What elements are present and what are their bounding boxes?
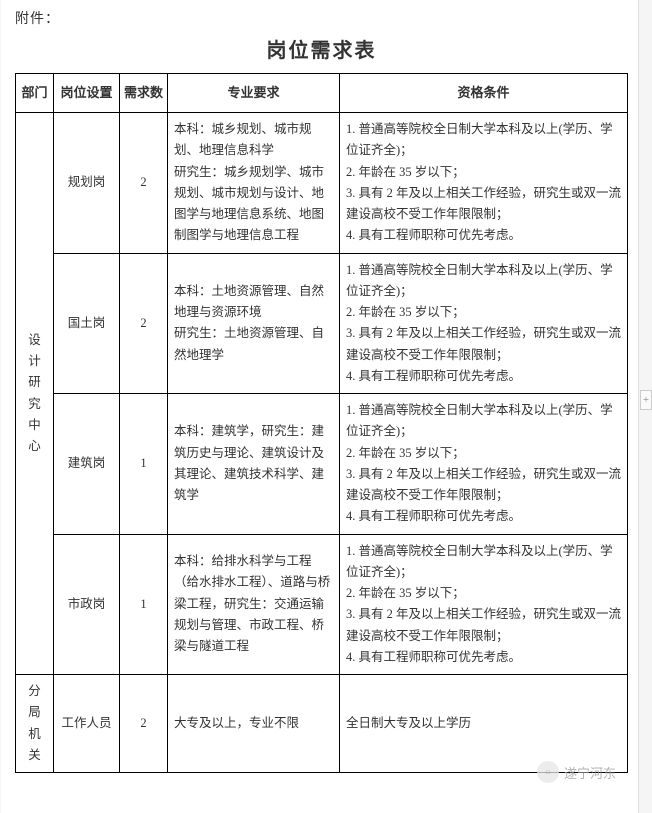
table-header-row: 部门 岗位设置 需求数 专业要求 资格条件 bbox=[16, 74, 628, 113]
cell-position: 国土岗 bbox=[54, 253, 120, 394]
attachment-label: 附件： bbox=[15, 8, 628, 28]
cell-major: 本科：土地资源管理、自然地理与资源环境研究生：土地资源管理、自然地理学 bbox=[168, 253, 340, 394]
table-body: 设计研究中心规划岗2本科：城乡规划、城市规划、地理信息科学研究生：城乡规划学、城… bbox=[16, 113, 628, 773]
cell-position: 市政岗 bbox=[54, 534, 120, 675]
col-header-major: 专业要求 bbox=[168, 74, 340, 113]
cell-qualification: 全日制大专及以上学历 bbox=[340, 675, 628, 773]
cell-qualification: 1. 普通高等院校全日制大学本科及以上(学历、学位证齐全)；2. 年龄在 35 … bbox=[340, 253, 628, 394]
col-header-qualification: 资格条件 bbox=[340, 74, 628, 113]
col-header-position: 岗位设置 bbox=[54, 74, 120, 113]
table-row: 设计研究中心规划岗2本科：城乡规划、城市规划、地理信息科学研究生：城乡规划学、城… bbox=[16, 113, 628, 254]
cell-dept: 设计研究中心 bbox=[16, 113, 54, 675]
cell-dept: 分局机关 bbox=[16, 675, 54, 773]
table-row: 分局机关工作人员2大专及以上，专业不限全日制大专及以上学历 bbox=[16, 675, 628, 773]
table-row: 国土岗2本科：土地资源管理、自然地理与资源环境研究生：土地资源管理、自然地理学1… bbox=[16, 253, 628, 394]
cell-major: 本科：城乡规划、城市规划、地理信息科学研究生：城乡规划学、城市规划、城市规划与设… bbox=[168, 113, 340, 254]
page-title: 岗位需求表 bbox=[15, 34, 628, 63]
col-header-count: 需求数 bbox=[120, 74, 168, 113]
cell-qualification: 1. 普通高等院校全日制大学本科及以上(学历、学位证齐全)；2. 年龄在 35 … bbox=[340, 113, 628, 254]
watermark: ○ 遂宁河东 bbox=[537, 761, 616, 783]
cell-qualification: 1. 普通高等院校全日制大学本科及以上(学历、学位证齐全)；2. 年龄在 35 … bbox=[340, 534, 628, 675]
watermark-text: 遂宁河东 bbox=[564, 763, 616, 782]
cell-position: 建筑岗 bbox=[54, 394, 120, 535]
cell-position: 工作人员 bbox=[54, 675, 120, 773]
side-add-button[interactable]: + bbox=[640, 390, 652, 410]
cell-major: 本科：建筑学，研究生：建筑历史与理论、建筑设计及其理论、建筑技术科学、建筑学 bbox=[168, 394, 340, 535]
wechat-icon: ○ bbox=[537, 761, 559, 783]
table-row: 建筑岗1本科：建筑学，研究生：建筑历史与理论、建筑设计及其理论、建筑技术科学、建… bbox=[16, 394, 628, 535]
cell-count: 2 bbox=[120, 113, 168, 254]
document-page: 附件： 岗位需求表 部门 岗位设置 需求数 专业要求 资格条件 设计研究中心规划… bbox=[1, 0, 639, 813]
col-header-dept: 部门 bbox=[16, 74, 54, 113]
cell-count: 1 bbox=[120, 534, 168, 675]
cell-position: 规划岗 bbox=[54, 113, 120, 254]
cell-count: 1 bbox=[120, 394, 168, 535]
table-row: 市政岗1本科：给排水科学与工程（给水排水工程）、道路与桥梁工程，研究生：交通运输… bbox=[16, 534, 628, 675]
cell-count: 2 bbox=[120, 253, 168, 394]
requirements-table: 部门 岗位设置 需求数 专业要求 资格条件 设计研究中心规划岗2本科：城乡规划、… bbox=[15, 73, 628, 773]
cell-major: 大专及以上，专业不限 bbox=[168, 675, 340, 773]
cell-count: 2 bbox=[120, 675, 168, 773]
cell-major: 本科：给排水科学与工程（给水排水工程）、道路与桥梁工程，研究生：交通运输规划与管… bbox=[168, 534, 340, 675]
cell-qualification: 1. 普通高等院校全日制大学本科及以上(学历、学位证齐全)；2. 年龄在 35 … bbox=[340, 394, 628, 535]
